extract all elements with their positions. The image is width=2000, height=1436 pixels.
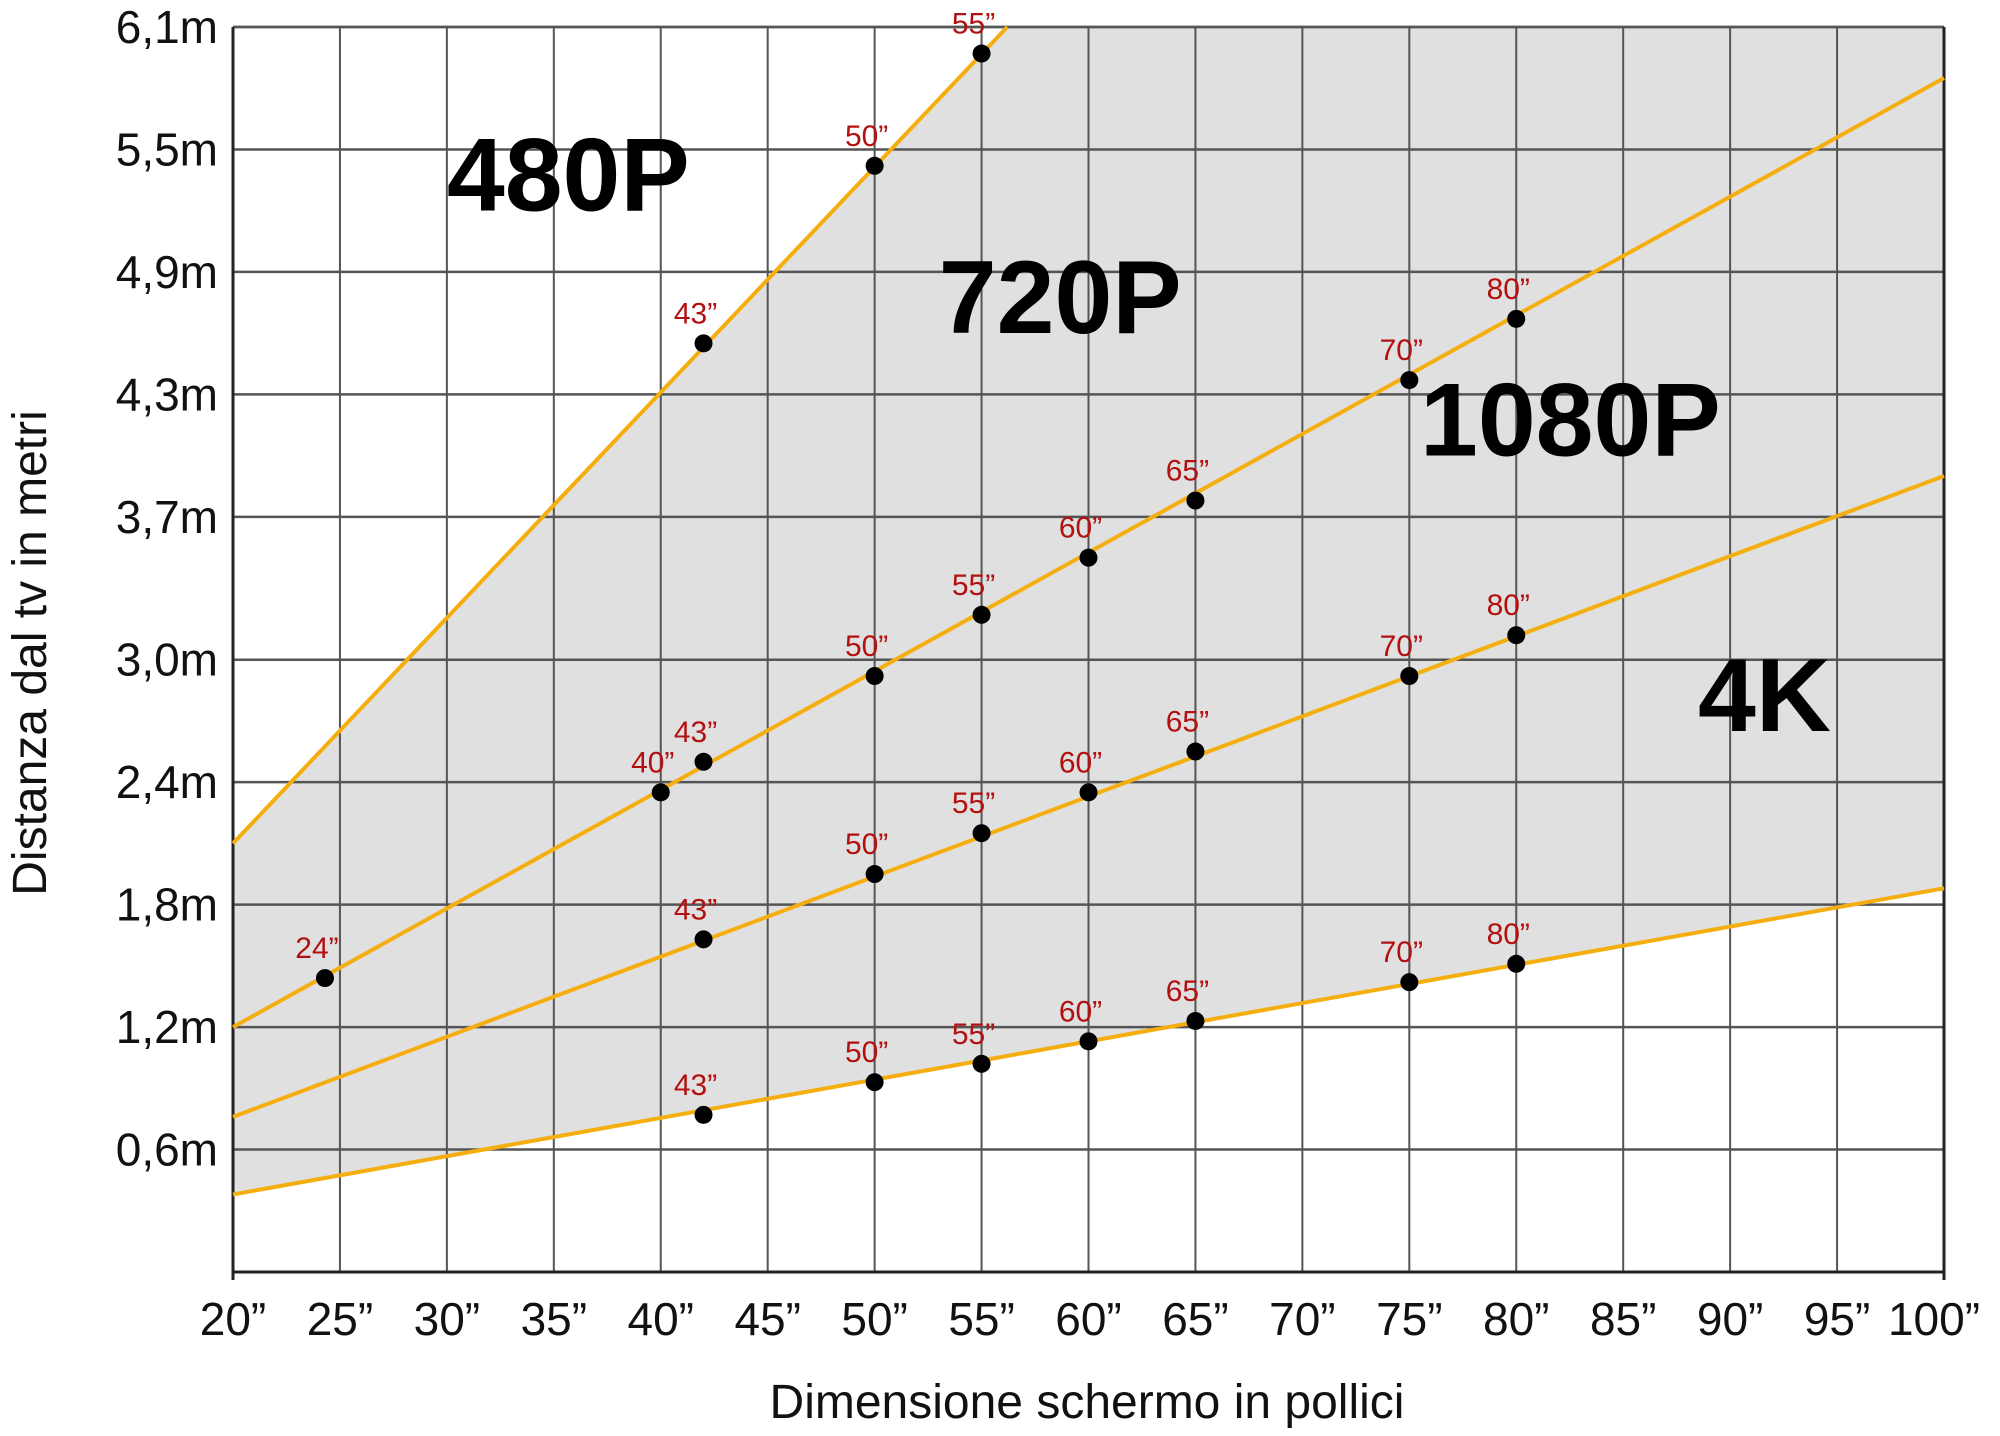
x-tick-label: 60”	[1055, 1293, 1121, 1345]
x-tick-label: 20”	[200, 1293, 266, 1345]
x-tick-label: 35”	[521, 1293, 587, 1345]
point-label: 43”	[674, 297, 717, 330]
data-point	[315, 969, 334, 988]
x-tick-label: 95”	[1804, 1293, 1870, 1345]
data-point	[972, 44, 991, 63]
x-tick-label: 70”	[1269, 1293, 1335, 1345]
point-label: 40”	[631, 746, 674, 779]
data-point	[865, 865, 884, 884]
point-label: 55”	[952, 569, 995, 602]
data-point	[1400, 973, 1419, 992]
point-label: 55”	[952, 787, 995, 820]
data-point	[694, 334, 713, 353]
region-labels: 480P 720P 1080P 4K	[447, 118, 1831, 754]
x-tick-label: 75”	[1376, 1293, 1442, 1345]
x-tick-label: 65”	[1162, 1293, 1228, 1345]
y-axis-title: Distanza dal tv in metri	[4, 410, 57, 896]
data-point	[694, 930, 713, 949]
x-tick-label: 90”	[1697, 1293, 1763, 1345]
tick-labels: 20” 25” 30” 35” 40” 45” 50” 55” 60” 65” 70” 75” 80” 8…	[116, 1, 1980, 1345]
data-point	[1186, 742, 1205, 761]
data-point	[972, 1054, 991, 1073]
data-point	[651, 783, 670, 802]
x-tick-label: 25”	[307, 1293, 373, 1345]
y-tick-label: 2,4m	[116, 756, 218, 808]
point-label: 70”	[1380, 630, 1423, 663]
x-tick-label: 30”	[414, 1293, 480, 1345]
data-point	[865, 667, 884, 686]
data-point	[1507, 954, 1526, 973]
y-tick-label: 6,1m	[116, 1, 218, 53]
y-tick-label: 0,6m	[116, 1124, 218, 1176]
data-point	[1186, 491, 1205, 510]
region-label: 4K	[1698, 638, 1831, 754]
point-label: 55”	[952, 1018, 995, 1051]
point-label: 43”	[674, 893, 717, 926]
data-point	[865, 156, 884, 175]
y-tick-label: 1,8m	[116, 879, 218, 931]
data-point	[865, 1073, 884, 1092]
data-point	[1079, 783, 1098, 802]
y-tick-label: 3,7m	[116, 491, 218, 543]
x-tick-label: 100”	[1888, 1293, 1980, 1345]
region-label: 480P	[447, 118, 690, 234]
point-label: 60”	[1059, 746, 1102, 779]
x-tick-label: 80”	[1483, 1293, 1549, 1345]
point-label: 70”	[1380, 936, 1423, 969]
x-axis-title: Dimensione schermo in pollici	[770, 1376, 1405, 1429]
data-point	[694, 752, 713, 771]
data-point	[1079, 1032, 1098, 1051]
point-label: 43”	[674, 716, 717, 749]
point-label: 60”	[1059, 995, 1102, 1028]
point-label: 65”	[1166, 706, 1209, 739]
x-tick-label: 45”	[734, 1293, 800, 1345]
data-point	[1079, 548, 1098, 567]
y-tick-label: 4,3m	[116, 368, 218, 420]
x-tick-label: 85”	[1590, 1293, 1656, 1345]
data-point	[1400, 371, 1419, 390]
point-label: 24”	[295, 932, 338, 965]
data-point	[972, 605, 991, 624]
point-labels: 43”50”55”24”40”43”50”55”60”65”70”80”43”5…	[295, 8, 1530, 1102]
point-label: 80”	[1487, 918, 1530, 951]
x-tick-label: 50”	[841, 1293, 907, 1345]
point-label: 50”	[845, 828, 888, 861]
point-label: 65”	[1166, 975, 1209, 1008]
point-label: 60”	[1059, 512, 1102, 545]
point-label: 50”	[845, 120, 888, 153]
region-label: 1080P	[1420, 363, 1721, 479]
data-point	[1400, 667, 1419, 686]
data-points	[315, 44, 1526, 1124]
data-point	[1186, 1011, 1205, 1030]
data-point	[694, 1105, 713, 1124]
y-tick-label: 3,0m	[116, 634, 218, 686]
point-label: 43”	[674, 1069, 717, 1102]
data-point	[972, 824, 991, 843]
y-tick-label: 4,9m	[116, 246, 218, 298]
point-label: 80”	[1487, 589, 1530, 622]
point-label: 55”	[952, 8, 995, 41]
point-label: 50”	[845, 630, 888, 663]
point-label: 65”	[1166, 455, 1209, 488]
point-label: 50”	[845, 1036, 888, 1069]
x-tick-label: 55”	[948, 1293, 1014, 1345]
point-label: 70”	[1380, 334, 1423, 367]
point-label: 80”	[1487, 273, 1530, 306]
y-tick-label: 5,5m	[116, 123, 218, 175]
grid	[231, 25, 1946, 1280]
y-tick-label: 1,2m	[116, 1001, 218, 1053]
region-label: 720P	[939, 240, 1182, 356]
data-point	[1507, 626, 1526, 645]
data-point	[1507, 309, 1526, 328]
x-tick-label: 40”	[628, 1293, 694, 1345]
